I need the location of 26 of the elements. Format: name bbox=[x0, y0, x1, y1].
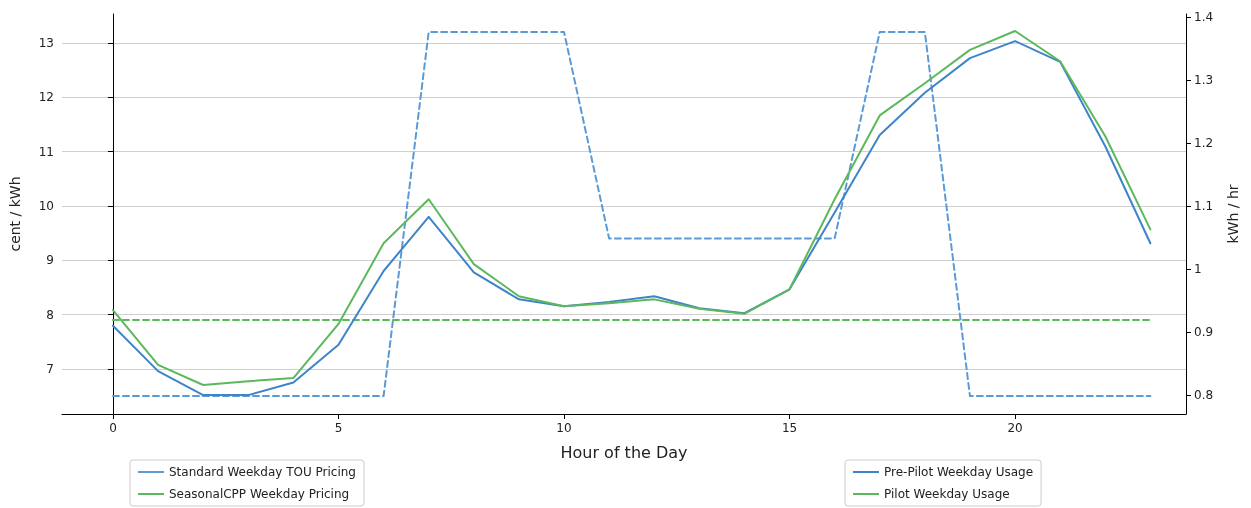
y2-tick-label: 1.2 bbox=[1194, 136, 1214, 151]
y2-tick-label: 0.8 bbox=[1194, 388, 1214, 403]
x-axis-title: Hour of the Day bbox=[560, 442, 688, 462]
legend-label: Pilot Weekday Usage bbox=[884, 487, 1010, 501]
legend-label: Pre-Pilot Weekday Usage bbox=[884, 465, 1034, 479]
y2-tick-label: 1.3 bbox=[1194, 73, 1214, 88]
y-tick-label: 7 bbox=[46, 361, 54, 376]
y-tick-label: 10 bbox=[38, 198, 54, 213]
x-tick-label: 20 bbox=[1007, 421, 1023, 435]
x-tick-label: 15 bbox=[781, 421, 798, 435]
y2-axis-title: kWh / hr bbox=[1225, 184, 1241, 244]
y2-tick-label: 1.4 bbox=[1194, 10, 1214, 25]
y-tick-label: 11 bbox=[38, 144, 54, 159]
y-axis-title: cent / kWh bbox=[7, 176, 23, 252]
legend-label: SeasonalCPP Weekday Pricing bbox=[169, 487, 350, 501]
x-tick-label: 10 bbox=[556, 421, 572, 435]
y2-tick-label: 0.9 bbox=[1194, 325, 1214, 340]
y-tick-label: 12 bbox=[38, 90, 54, 105]
y-tick-label: 8 bbox=[46, 307, 54, 322]
y2-tick-label: 1 bbox=[1194, 262, 1202, 277]
x-tick-label: 0 bbox=[109, 421, 117, 435]
legend-label: Standard Weekday TOU Pricing bbox=[169, 465, 356, 479]
x-tick-label: 5 bbox=[334, 421, 343, 435]
y2-tick-label: 1.1 bbox=[1194, 199, 1214, 214]
y-tick-label: 9 bbox=[46, 253, 54, 268]
y-tick-label: 13 bbox=[38, 35, 54, 50]
